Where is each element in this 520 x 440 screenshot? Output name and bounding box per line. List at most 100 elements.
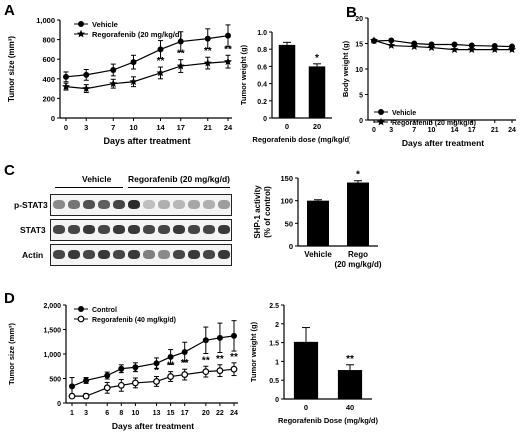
y-tick-label: 0 — [275, 397, 279, 404]
data-point — [82, 392, 90, 400]
significance-mark: ** — [230, 352, 238, 363]
panel-letter-a: A — [4, 2, 15, 19]
blot-strip-actin — [50, 244, 232, 266]
blot-band — [157, 250, 170, 259]
x-tick-label: 0 — [285, 122, 289, 131]
y-tick-label: 10 — [355, 67, 363, 74]
y-tick-label: 5 — [359, 93, 363, 100]
data-point — [203, 58, 212, 67]
data-point — [176, 61, 185, 70]
y-tick-label: 0 — [51, 114, 55, 123]
significance-mark: ** — [181, 358, 189, 369]
x-axis-label: Days after treatment — [103, 136, 190, 146]
blot-band — [97, 200, 110, 209]
x-axis-label: Days after treatment — [112, 421, 194, 431]
chart-tumor-size-a: 0 200 400 600 800 1,000 0 3 7 10 14 17 21 24 Days afte… — [7, 16, 233, 146]
x-tick-label: 3 — [389, 127, 393, 134]
data-point — [508, 45, 516, 53]
legend-label: Regorafenib (40 mg/kg/d) — [92, 317, 176, 324]
legend-label: Vehicle — [392, 110, 416, 117]
data-point — [153, 360, 160, 367]
data-point — [177, 38, 184, 45]
x-tick-label: 0 — [304, 403, 308, 412]
x-tick-label: 24 — [508, 127, 516, 134]
legend-marker — [377, 117, 385, 126]
blot-band — [67, 225, 80, 234]
data-point — [103, 384, 111, 392]
significance-mark: * — [119, 368, 123, 379]
data-point — [110, 66, 117, 73]
significance-mark: * — [155, 366, 159, 377]
data-point — [370, 36, 378, 44]
significance-mark: ** — [177, 49, 185, 60]
x-tick-label: 8 — [119, 410, 123, 417]
legend-marker — [77, 29, 85, 38]
significance-mark: ** — [202, 355, 210, 366]
blot-band — [142, 225, 155, 234]
y-tick-label: 1,000 — [43, 352, 61, 359]
legend-label: Regorafenib (20 mg/kg/d) — [392, 120, 476, 127]
blot-band — [157, 225, 170, 234]
blot-band — [217, 200, 230, 209]
x-tick-label: 24 — [224, 123, 233, 132]
blot-band — [82, 250, 95, 259]
bar — [278, 44, 296, 118]
blot-band — [127, 200, 140, 209]
data-point — [181, 349, 188, 356]
blot-band — [202, 200, 215, 209]
x-tick-label: 1 — [70, 410, 74, 417]
data-point — [467, 45, 476, 53]
blot-band — [142, 200, 155, 209]
y-tick-label: 0.2 — [257, 99, 267, 106]
chart-tumor-weight-d: 0 0.5 1 1.5 2 2.5 0 40 ** Regorafenib Dose (mg/kg… — [249, 303, 379, 425]
y-tick-label: 2,000 — [43, 303, 61, 310]
bar — [293, 341, 319, 399]
x-tick-label: 21 — [204, 123, 212, 132]
chart-body-weight-b: 0 5 10 15 20 0 3 7 10 14 17 21 24 Days after treatmen… — [341, 16, 516, 148]
data-point — [216, 367, 224, 375]
data-point — [117, 381, 125, 389]
data-point — [118, 365, 125, 372]
data-point — [451, 41, 458, 48]
x-tick-label: 13 — [153, 410, 161, 417]
significance-mark: ** — [216, 354, 224, 365]
y-tick-label: 150 — [280, 174, 293, 183]
blot-group-regorafenib: Regorafenib (20 mg/kg/d) — [128, 174, 231, 184]
y-tick-label: 2 — [275, 322, 279, 329]
y-tick-label: 600 — [42, 55, 55, 64]
data-point — [131, 379, 139, 387]
y-tick-label: 0 — [263, 116, 267, 123]
data-point — [63, 73, 69, 80]
series-line-1 — [72, 368, 235, 397]
series-line-0 — [65, 35, 229, 78]
blot-band — [112, 250, 125, 259]
x-tick-label: 3 — [84, 410, 88, 417]
y-tick-label: 0.8 — [257, 47, 267, 54]
x-axis-label: Regorafenib dose (mg/kg/d) — [252, 135, 350, 144]
y-tick-label: 1,500 — [43, 328, 61, 335]
x-tick-label: 20 — [313, 122, 321, 131]
series-line-0 — [373, 39, 513, 48]
data-point — [83, 377, 90, 384]
x-tick-label: 7 — [412, 127, 416, 134]
y-axis-label: Tumor weight (g) — [249, 321, 258, 382]
blot-strip-pstat3 — [50, 194, 232, 216]
data-point — [202, 368, 210, 376]
blot-band — [52, 225, 65, 234]
data-point — [225, 32, 231, 39]
blot-band — [112, 225, 125, 234]
y-tick-label: 0 — [289, 242, 293, 251]
significance-mark: * — [356, 170, 360, 181]
y-tick-label: 800 — [42, 36, 55, 45]
blot-band — [82, 225, 95, 234]
y-tick-label: 200 — [42, 94, 55, 103]
y-tick-label: 1,000 — [36, 16, 55, 25]
data-point — [69, 383, 75, 390]
data-point — [68, 392, 76, 400]
x-tick-label: 6 — [105, 410, 109, 417]
data-point — [204, 35, 211, 42]
bar — [307, 200, 329, 246]
y-tick-label: 1.0 — [257, 30, 267, 37]
data-point — [156, 68, 165, 77]
chart-shp1-activity: 0 50 100 150 Vehicle Rego(20 mg/kg/d) * SHP-1 a… — [253, 170, 382, 269]
